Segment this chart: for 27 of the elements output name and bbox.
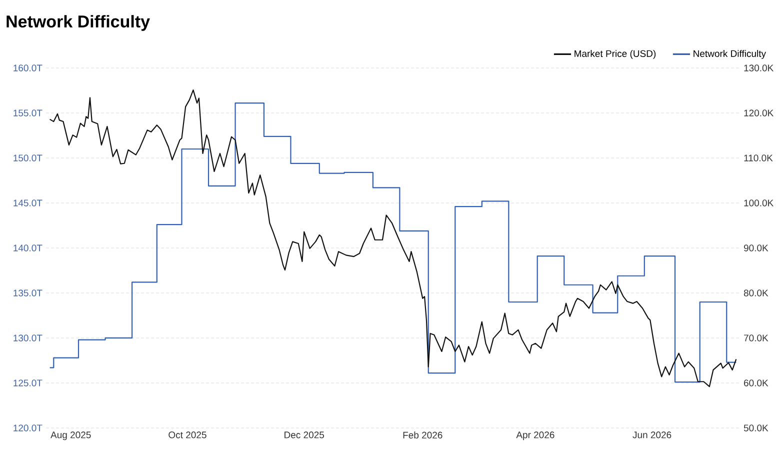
x-tick-label: Oct 2025: [168, 432, 206, 438]
y-tick-label: 150.0T: [14, 154, 42, 162]
y-tick-label: 135.0T: [14, 290, 42, 296]
y2-tick-label: 100.0K: [744, 200, 774, 206]
y-tick-label: 155.0T: [14, 110, 42, 116]
y2-tick-label: 110.0K: [744, 154, 773, 162]
y-tick-label: 140.0T: [14, 244, 42, 252]
x-tick-label: Apr 2026: [516, 432, 554, 440]
y2-tick-label: 90.0K: [744, 244, 768, 252]
y2-tick-label: 70.0K: [744, 334, 768, 342]
y2-tick-label: 80.0K: [744, 290, 768, 296]
x-tick-label: Dec 2025: [284, 432, 324, 438]
x-tick-label: Feb 2026: [403, 432, 442, 438]
y2-tick-label: 60.0K: [744, 380, 768, 386]
chart-title: Network Difficulty: [6, 15, 150, 31]
y-tick-label: 130.0T: [14, 334, 42, 342]
y2-tick-label: 120.0K: [744, 110, 774, 116]
y-tick-label: 125.0T: [14, 380, 42, 386]
y-tick-label: 145.0T: [14, 200, 42, 206]
legend-label: Market Price (USD): [574, 50, 656, 59]
x-tick-label: Aug 2025: [50, 432, 91, 440]
y-tick-label: 160.0T: [14, 64, 42, 72]
legend-label: Network Difficulty: [694, 50, 766, 59]
y-tick-label: 120.0T: [14, 424, 42, 432]
x-tick-label: Jun 2026: [632, 432, 672, 438]
y2-tick-label: 50.0K: [744, 424, 768, 432]
y2-tick-label: 130.0K: [744, 64, 774, 72]
